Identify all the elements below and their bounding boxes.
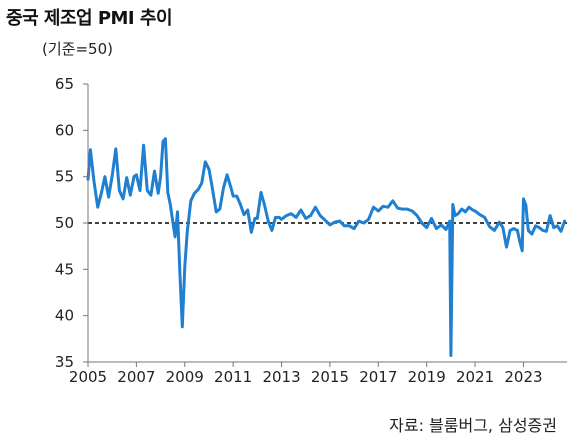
x-tick-label: 2015 <box>311 368 349 386</box>
y-tick-label: 40 <box>55 307 74 325</box>
y-tick-label: 45 <box>55 260 74 278</box>
y-tick-label: 55 <box>55 168 74 186</box>
x-tick-label: 2017 <box>359 368 397 386</box>
y-tick-label: 35 <box>55 353 74 371</box>
x-tick-label: 2019 <box>408 368 446 386</box>
x-tick-label: 2013 <box>262 368 300 386</box>
chart-title: 중국 제조업 PMI 추이 <box>6 8 173 29</box>
y-tick-label: 60 <box>55 121 74 139</box>
x-tick-label: 2011 <box>214 368 252 386</box>
source-note: 자료: 블룸버그, 삼성증권 <box>389 416 557 435</box>
x-tick-label: 2007 <box>117 368 155 386</box>
x-tick-label: 2021 <box>456 368 494 386</box>
x-tick-label: 2009 <box>166 368 204 386</box>
x-tick-label: 2023 <box>504 368 542 386</box>
pmi-series-line <box>86 137 567 357</box>
y-tick-label: 65 <box>55 75 74 93</box>
chart-subtitle: (기준=50) <box>42 40 113 58</box>
x-tick-label: 2005 <box>69 368 107 386</box>
y-tick-label: 50 <box>55 214 74 232</box>
